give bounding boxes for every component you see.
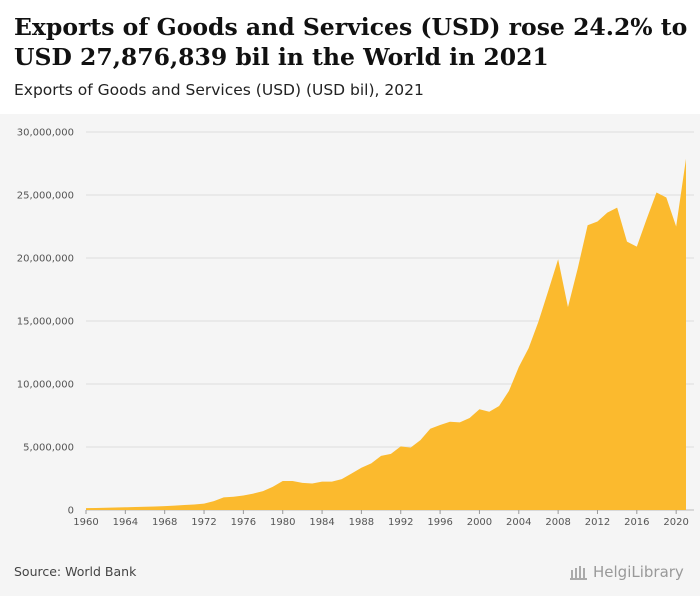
data-point xyxy=(143,505,147,509)
data-point xyxy=(153,504,157,508)
data-point xyxy=(359,466,363,470)
data-point xyxy=(536,320,540,324)
source-note: Source: World Bank xyxy=(14,564,137,579)
data-point xyxy=(202,502,206,506)
data-point xyxy=(546,289,550,293)
data-point xyxy=(438,423,442,427)
data-point xyxy=(291,479,295,483)
data-point xyxy=(84,506,88,510)
data-point xyxy=(222,495,226,499)
data-point xyxy=(605,211,609,215)
data-point xyxy=(654,190,658,194)
data-point xyxy=(428,427,432,431)
data-point xyxy=(477,407,481,411)
x-tick-label: 1972 xyxy=(191,517,216,528)
x-tick-label: 1976 xyxy=(231,517,256,528)
data-point xyxy=(192,502,196,506)
logo-text: HelgiLibrary xyxy=(593,563,684,581)
data-point xyxy=(320,480,324,484)
series-layer xyxy=(84,157,688,510)
x-tick-label: 2016 xyxy=(624,517,649,528)
x-tick-label: 1988 xyxy=(349,517,374,528)
data-point xyxy=(114,506,118,510)
data-point xyxy=(409,446,413,450)
data-point xyxy=(330,480,334,484)
data-point xyxy=(684,157,688,161)
y-tick-label: 5,000,000 xyxy=(23,443,74,454)
data-point xyxy=(517,365,521,369)
chart-subtitle: Exports of Goods and Services (USD) (USD… xyxy=(14,81,424,99)
chart-title: Exports of Goods and Services (USD) rose… xyxy=(14,13,688,71)
y-axis-ticks: 0 5,000,000 10,000,000 15,000,000 20,000,000… xyxy=(17,128,74,517)
data-point xyxy=(232,495,236,499)
data-point xyxy=(586,223,590,227)
data-point xyxy=(615,206,619,210)
data-point xyxy=(625,240,629,244)
data-point xyxy=(369,461,373,465)
data-point xyxy=(595,219,599,223)
data-point xyxy=(556,257,560,261)
data-point xyxy=(281,479,285,483)
x-tick-label: 2004 xyxy=(506,517,531,528)
data-point xyxy=(300,481,304,485)
y-tick-label: 30,000,000 xyxy=(17,128,74,139)
data-point xyxy=(458,420,462,424)
data-point xyxy=(251,492,255,496)
y-tick-label: 10,000,000 xyxy=(17,380,74,391)
data-point xyxy=(261,489,265,493)
data-point xyxy=(664,196,668,200)
data-point xyxy=(418,438,422,442)
x-tick-label: 1960 xyxy=(73,517,98,528)
data-point xyxy=(527,346,531,350)
data-point xyxy=(379,454,383,458)
x-tick-label: 1992 xyxy=(388,517,413,528)
data-point xyxy=(340,477,344,481)
x-tick-label: 1996 xyxy=(427,517,452,528)
data-point xyxy=(163,504,167,508)
helgi-library-logo: HelgiLibrary xyxy=(570,562,684,582)
data-point xyxy=(576,266,580,270)
data-point xyxy=(133,505,137,509)
series-area xyxy=(86,158,686,510)
y-tick-label: 25,000,000 xyxy=(17,191,74,202)
x-tick-label: 1968 xyxy=(152,517,177,528)
y-tick-label: 15,000,000 xyxy=(17,317,74,328)
data-point xyxy=(448,420,452,424)
data-point xyxy=(104,506,108,510)
x-tick-label: 2008 xyxy=(545,517,570,528)
data-point xyxy=(507,389,511,393)
data-point xyxy=(645,217,649,221)
data-point xyxy=(468,416,472,420)
gridlines xyxy=(86,131,694,511)
library-icon xyxy=(570,566,587,580)
data-point xyxy=(674,225,678,229)
x-tick-label: 2020 xyxy=(663,517,688,528)
x-tick-label: 2000 xyxy=(467,517,492,528)
chart-area: 0 5,000,000 10,000,000 15,000,000 20,000,000… xyxy=(0,114,700,596)
data-point xyxy=(350,471,354,475)
area-chart: 0 5,000,000 10,000,000 15,000,000 20,000,000… xyxy=(17,128,694,528)
data-point xyxy=(635,245,639,249)
x-tick-label: 1984 xyxy=(309,517,334,528)
data-point xyxy=(566,305,570,309)
x-tick-label: 1964 xyxy=(113,517,138,528)
data-point xyxy=(310,482,314,486)
x-axis-ticks: 1960 1964 1968 1972 1976 1980 1984 1988 1992 1996… xyxy=(73,510,689,528)
data-point xyxy=(487,410,491,414)
data-point xyxy=(94,506,98,510)
data-point xyxy=(173,504,177,508)
y-tick-label: 0 xyxy=(68,506,74,517)
data-point xyxy=(497,404,501,408)
data-point xyxy=(241,494,245,498)
y-tick-label: 20,000,000 xyxy=(17,254,74,265)
data-point xyxy=(399,444,403,448)
data-point xyxy=(182,503,186,507)
data-point xyxy=(271,485,275,489)
data-point xyxy=(123,505,127,509)
data-point xyxy=(389,452,393,456)
data-point xyxy=(212,499,216,503)
x-tick-label: 1980 xyxy=(270,517,295,528)
x-tick-label: 2012 xyxy=(585,517,610,528)
chart-header: Exports of Goods and Services (USD) rose… xyxy=(0,0,700,114)
